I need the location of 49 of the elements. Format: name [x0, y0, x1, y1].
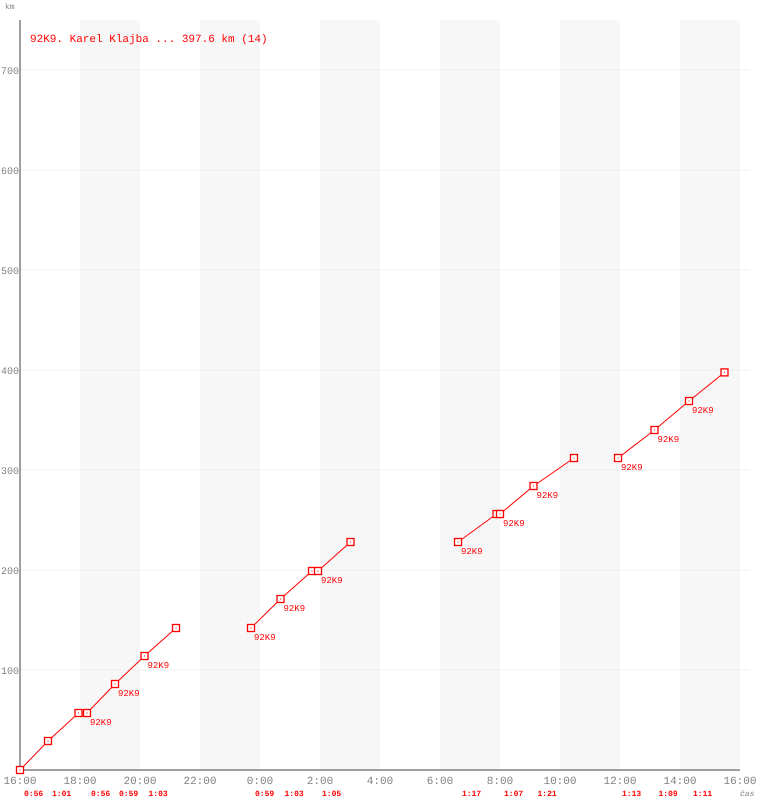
text: 1:17 [462, 790, 482, 799]
y-tick-label: 400 [0, 367, 19, 378]
x-tick-label: 0:00 [246, 776, 274, 788]
annotation: 92K9 [461, 547, 483, 557]
x-tick-label: 16:00 [3, 776, 37, 788]
annotation: 92K9 [692, 406, 714, 416]
annotation: 92K9 [621, 463, 643, 473]
text: 1:03 [284, 790, 304, 799]
y-tick-label: 100 [0, 667, 19, 678]
annotation: 92K9 [321, 576, 343, 586]
text: 1:05 [322, 790, 342, 799]
text: 1:01 [52, 790, 72, 799]
annotation: 92K9 [503, 519, 525, 529]
annotation: 92K9 [536, 491, 558, 501]
x-tick-label: 2:00 [306, 776, 334, 788]
y-axis-title: km [5, 3, 15, 12]
x-axis-title: čas [740, 790, 755, 799]
y-tick-label: 700 [0, 67, 19, 78]
y-tick-label: 600 [0, 167, 19, 178]
annotation: 92K9 [658, 435, 680, 445]
y-tick-label: 500 [0, 267, 19, 278]
text: 1:21 [538, 790, 557, 799]
text: 1:03 [148, 790, 168, 799]
annotation: 92K9 [118, 689, 140, 699]
x-tick-label: 6:00 [426, 776, 454, 788]
annotation: 92K9 [90, 718, 112, 728]
x-tick-label: 18:00 [63, 776, 97, 788]
text: 1:09 [658, 790, 678, 799]
text: 1:11 [693, 790, 712, 799]
x-tick-label: 16:00 [723, 776, 757, 788]
x-tick-label: 8:00 [486, 776, 514, 788]
x-tick-label: 20:00 [123, 776, 157, 788]
x-tick-label: 10:00 [543, 776, 577, 788]
x-tick-label: 22:00 [183, 776, 217, 788]
text: 1:07 [504, 790, 524, 799]
text: 92K9. Karel Klajba ... 397.6 km (14) [30, 34, 268, 46]
text: 0:59 [119, 790, 138, 799]
y-tick-label: 300 [0, 467, 19, 478]
x-tick-label: 4:00 [366, 776, 394, 788]
annotation: 92K9 [284, 604, 306, 614]
text: 0:56 [24, 790, 44, 799]
x-tick-label: 12:00 [603, 776, 637, 788]
text: 0:56 [91, 790, 110, 799]
annotation: 92K9 [254, 633, 276, 643]
annotation: 92K9 [148, 661, 170, 671]
x-tick-label: 14:00 [663, 776, 697, 788]
text: 0:59 [255, 790, 274, 799]
y-tick-label: 200 [0, 567, 19, 578]
text: 1:13 [622, 790, 642, 799]
